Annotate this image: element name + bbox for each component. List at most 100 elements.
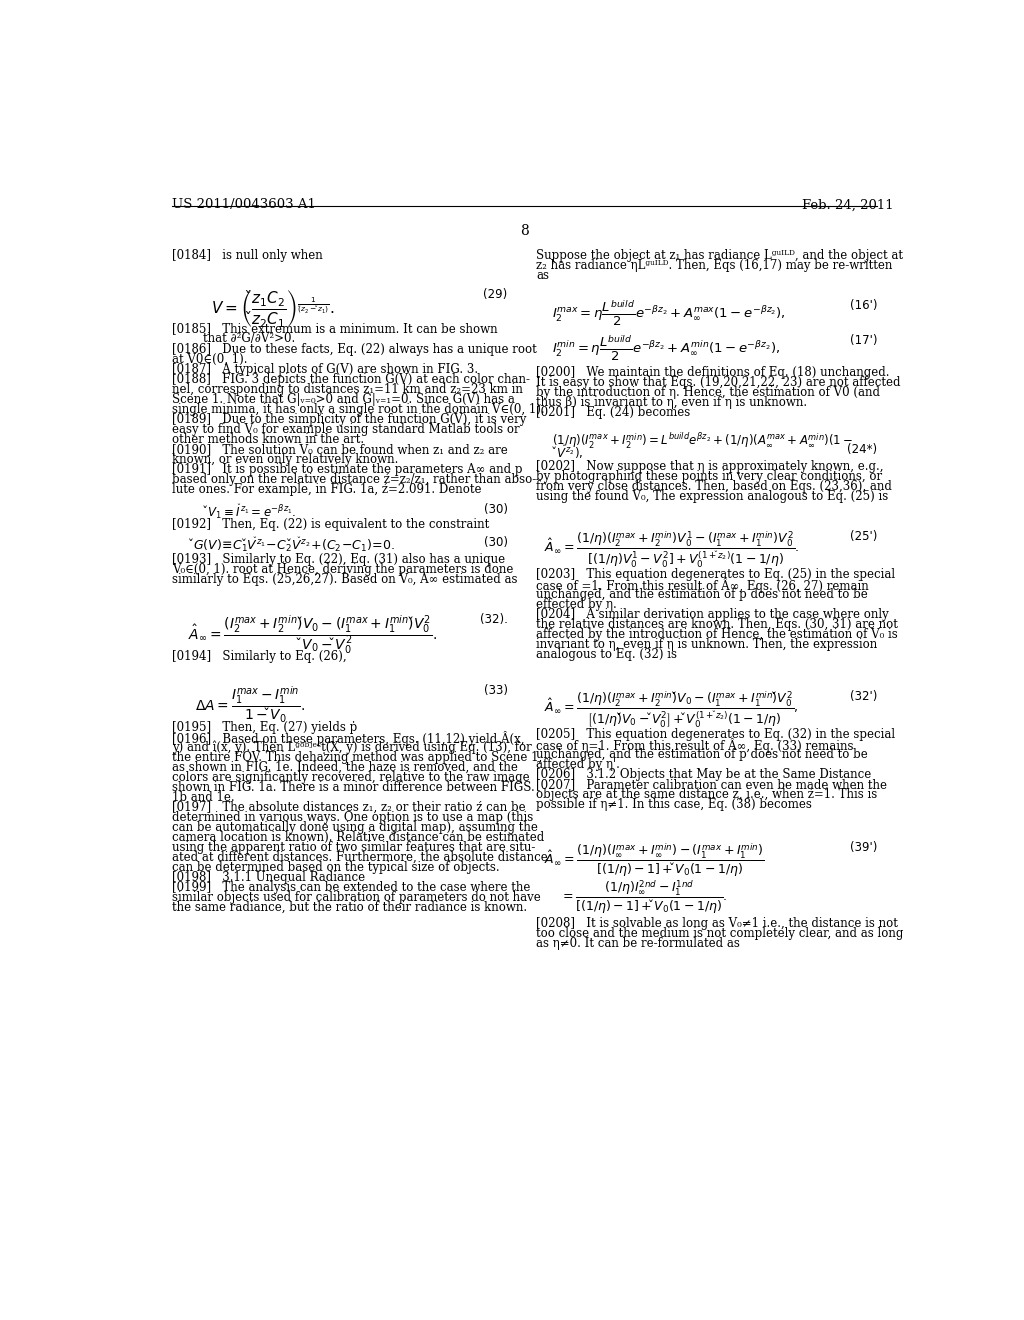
Text: [0199]   The analysis can be extended to the case where the: [0199] The analysis can be extended to t… xyxy=(172,880,530,894)
Text: [0194]   Similarly to Eq. (26),: [0194] Similarly to Eq. (26), xyxy=(172,649,347,663)
Text: case of η=1. From this result of Â∞, Eq. (33) remains: case of η=1. From this result of Â∞, Eq.… xyxy=(537,738,854,754)
Text: $\check{V}_1 \equiv I^{\check{z}_1} = e^{-\beta z_1}.$: $\check{V}_1 \equiv I^{\check{z}_1} = e^… xyxy=(203,503,296,521)
Text: as shown in FIG. 1e. Indeed, the haze is removed, and the: as shown in FIG. 1e. Indeed, the haze is… xyxy=(172,760,518,774)
Text: from very close distances. Then, based on Eqs. (23,36), and: from very close distances. Then, based o… xyxy=(537,480,892,494)
Text: the relative distances are known. Then, Eqs. (30, 31) are not: the relative distances are known. Then, … xyxy=(537,618,898,631)
Text: [0192]   Then, Eq. (22) is equivalent to the constraint: [0192] Then, Eq. (22) is equivalent to t… xyxy=(172,517,489,531)
Text: thus β) is invariant to η, even if η is unknown.: thus β) is invariant to η, even if η is … xyxy=(537,396,808,409)
Text: shown in FIG. 1a. There is a minor difference between FIGS.: shown in FIG. 1a. There is a minor diffe… xyxy=(172,780,535,793)
Text: the entire FOV. This dehazing method was applied to Scene 1,: the entire FOV. This dehazing method was… xyxy=(172,751,543,763)
Text: (17'): (17') xyxy=(850,334,878,347)
Text: affected by the introduction of Hence, the estimation of V₀ is: affected by the introduction of Hence, t… xyxy=(537,628,898,642)
Text: can be determined based on the typical size of objects.: can be determined based on the typical s… xyxy=(172,861,500,874)
Text: [0195]   Then, Eq. (27) yields ṗ: [0195] Then, Eq. (27) yields ṗ xyxy=(172,721,357,734)
Text: that ∂²G/∂V²>0.: that ∂²G/∂V²>0. xyxy=(203,333,296,346)
Text: [0201]   Eq. (24) becomes: [0201] Eq. (24) becomes xyxy=(537,407,690,420)
Text: $\hat{A}_{\infty} = \dfrac{(1/\eta)(I_2^{max}+I_2^{min})\check{V}_0-(I_1^{max}+I: $\hat{A}_{\infty} = \dfrac{(1/\eta)(I_2^… xyxy=(544,689,799,730)
Text: nel, corresponding to distances z₁=11 km and z₂=23 km in: nel, corresponding to distances z₁=11 km… xyxy=(172,383,523,396)
Text: using the found V₀, The expression analogous to Eq. (25) is: using the found V₀, The expression analo… xyxy=(537,490,889,503)
Text: [0184]   is null only when: [0184] is null only when xyxy=(172,249,323,263)
Text: [0206]   3.1.2 Objects that May be at the Same Distance: [0206] 3.1.2 Objects that May be at the … xyxy=(537,768,871,781)
Text: (16'): (16') xyxy=(850,300,878,313)
Text: can be automatically done using a digital map), assuming the: can be automatically done using a digita… xyxy=(172,821,538,834)
Text: Suppose the object at z₁ has radiance Lᶢᵘᴵᴸᴰ, and the object at: Suppose the object at z₁ has radiance Lᶢ… xyxy=(537,249,903,263)
Text: V₀∈(0, 1). root at Hence, deriving the parameters is done: V₀∈(0, 1). root at Hence, deriving the p… xyxy=(172,562,514,576)
Text: (29): (29) xyxy=(483,288,508,301)
Text: (30): (30) xyxy=(483,536,508,549)
Text: [0190]   The solution V₀ can be found when z₁ and z₂ are: [0190] The solution V₀ can be found when… xyxy=(172,444,508,457)
Text: $\hat{A}_{\infty} = \dfrac{(1/\eta)(I_2^{max}+I_2^{min})V_0^1-(I_1^{max}+I_1^{mi: $\hat{A}_{\infty} = \dfrac{(1/\eta)(I_2^… xyxy=(544,529,800,570)
Text: [0185]   This extremum is a minimum. It can be shown: [0185] This extremum is a minimum. It ca… xyxy=(172,322,498,335)
Text: by the introduction of η. Hence, the estimation of V0 (and: by the introduction of η. Hence, the est… xyxy=(537,387,881,400)
Text: Feb. 24, 2011: Feb. 24, 2011 xyxy=(802,198,894,211)
Text: [0203]   This equation degenerates to Eq. (25) in the special: [0203] This equation degenerates to Eq. … xyxy=(537,568,896,581)
Text: by photographing these points in very clear conditions, or: by photographing these points in very cl… xyxy=(537,470,883,483)
Text: $\hat{A}_{\infty} = \dfrac{(I_2^{max}+I_2^{min})\check{V}_0-(I_1^{max}+I_1^{min}: $\hat{A}_{\infty} = \dfrac{(I_2^{max}+I_… xyxy=(187,612,436,656)
Text: effected by η.: effected by η. xyxy=(537,598,617,611)
Text: US 2011/0043603 A1: US 2011/0043603 A1 xyxy=(172,198,316,211)
Text: other methods known in the art.: other methods known in the art. xyxy=(172,433,365,446)
Text: case of =1. From this result of Â∞, Eqs. (26, 27) remain: case of =1. From this result of Â∞, Eqs.… xyxy=(537,578,869,593)
Text: (24*): (24*) xyxy=(847,444,878,457)
Text: too close and the medium is not completely clear, and as long: too close and the medium is not complete… xyxy=(537,927,904,940)
Text: as: as xyxy=(537,269,550,282)
Text: $\Delta A = \dfrac{I_1^{max}-I_1^{min}}{1-\check{V}_0}.$: $\Delta A = \dfrac{I_1^{max}-I_1^{min}}{… xyxy=(196,684,305,725)
Text: [0202]   Now suppose that η is approximately known, e.g.,: [0202] Now suppose that η is approximate… xyxy=(537,461,884,474)
Text: $\check{G}(V)\!\equiv\!C_1\check{V}^{\check{z}_1}\!-\!C_2\check{V}^{\check{z}_2}: $\check{G}(V)\!\equiv\!C_1\check{V}^{\ch… xyxy=(187,536,395,554)
Text: [0200]   We maintain the definitions of Eq. (18) unchanged.: [0200] We maintain the definitions of Eq… xyxy=(537,367,890,379)
Text: [0208]   It is solvable as long as V₀≠1 i.e., the distance is not: [0208] It is solvable as long as V₀≠1 i.… xyxy=(537,917,898,929)
Text: $V = \left(\dfrac{\check{z}_1 C_2}{\check{z}_2 C_1}\right)^{\frac{1}{(\check{z}_: $V = \left(\dfrac{\check{z}_1 C_2}{\chec… xyxy=(211,288,335,329)
Text: (33): (33) xyxy=(483,684,508,697)
Text: $\check{V}^{\check{z}_2}),$: $\check{V}^{\check{z}_2}),$ xyxy=(552,444,584,461)
Text: [0186]   Due to these facts, Eq. (22) always has a unique root: [0186] Due to these facts, Eq. (22) alwa… xyxy=(172,343,537,356)
Text: [0191]   It is possible to estimate the parameters A∞ and p: [0191] It is possible to estimate the pa… xyxy=(172,463,522,477)
Text: easy to find V₀ for example using standard Matlab tools or: easy to find V₀ for example using standa… xyxy=(172,424,520,437)
Text: 8: 8 xyxy=(520,224,529,238)
Text: $I_2^{max} = \eta\dfrac{L^{build}}{2}e^{-\beta z_2}+A_{\infty}^{max}(1-e^{-\beta: $I_2^{max} = \eta\dfrac{L^{build}}{2}e^{… xyxy=(552,300,785,329)
Text: y) and î(x, y). Then Lᶢᵒᵇʲᵉᶜṭ(X, y) is derived using Eq. (13), for: y) and î(x, y). Then Lᶢᵒᵇʲᵉᶜṭ(X, y) is d… xyxy=(172,741,531,754)
Text: $= \dfrac{(1/\eta)I_{\infty}^{2nd}-I_1^{1nd}}{[(1/\eta)-1]+\check{V}_0(1-1/\eta): $= \dfrac{(1/\eta)I_{\infty}^{2nd}-I_1^{… xyxy=(560,878,727,916)
Text: using the apparent ratio of two similar features that are situ-: using the apparent ratio of two similar … xyxy=(172,841,536,854)
Text: similarly to Eqs. (25,26,27). Based on V₀, A∞ estimated as: similarly to Eqs. (25,26,27). Based on V… xyxy=(172,573,518,586)
Text: [0189]   Due to the simplicity of the function G(V), it is very: [0189] Due to the simplicity of the func… xyxy=(172,413,526,426)
Text: similar objects used for calibration of parameters do not have: similar objects used for calibration of … xyxy=(172,891,541,904)
Text: It is easy to show that Eqs. (19,20,21,22, 23) are not affected: It is easy to show that Eqs. (19,20,21,2… xyxy=(537,376,901,389)
Text: (25'): (25') xyxy=(850,529,878,543)
Text: [0187]   A typical plots of G(V) are shown in FIG. 3.: [0187] A typical plots of G(V) are shown… xyxy=(172,363,478,376)
Text: at V0∈(0, 1).: at V0∈(0, 1). xyxy=(172,354,248,366)
Text: [0198]   3.1.1 Unequal Radiance: [0198] 3.1.1 Unequal Radiance xyxy=(172,871,366,883)
Text: affected by η'.: affected by η'. xyxy=(537,758,621,771)
Text: (32).: (32). xyxy=(480,612,508,626)
Text: $I_2^{min} = \eta\dfrac{L^{build}}{2}e^{-\beta z_2}+A_{\infty}^{min}(1-e^{-\beta: $I_2^{min} = \eta\dfrac{L^{build}}{2}e^{… xyxy=(552,334,780,363)
Text: [0204]   A similar derivation applies to the case where only: [0204] A similar derivation applies to t… xyxy=(537,609,889,622)
Text: (32'): (32') xyxy=(850,689,878,702)
Text: objects are at the same distance z, i.e., when ź=1. This is: objects are at the same distance z, i.e.… xyxy=(537,788,878,801)
Text: based only on the relative distance ź=z₂/z₁, rather than abso-: based only on the relative distance ź=z₂… xyxy=(172,474,537,486)
Text: known, or even only relatively known.: known, or even only relatively known. xyxy=(172,453,398,466)
Text: unchanged, and the estimation of p does not need to be: unchanged, and the estimation of p does … xyxy=(537,589,868,601)
Text: $\hat{A}_{\infty} = \dfrac{(1/\eta)(I_{\infty}^{max}+I_{\infty}^{min})-(I_1^{max: $\hat{A}_{\infty} = \dfrac{(1/\eta)(I_{\… xyxy=(544,841,765,879)
Text: determined in various ways. One option is to use a map (this: determined in various ways. One option i… xyxy=(172,810,534,824)
Text: camera location is known). Relative distance can be estimated: camera location is known). Relative dist… xyxy=(172,830,545,843)
Text: colors are significantly recovered, relative to the raw image: colors are significantly recovered, rela… xyxy=(172,771,529,784)
Text: the same radiance, but the ratio of their radiance is known.: the same radiance, but the ratio of thei… xyxy=(172,900,527,913)
Text: [0196]   Based on these parameters, Eqs. (11,12) yield Â(x,: [0196] Based on these parameters, Eqs. (… xyxy=(172,730,524,746)
Text: unchanged, and the estimation of p does not need to be: unchanged, and the estimation of p does … xyxy=(537,748,868,762)
Text: possible if η≠1. In this case, Eq. (38) becomes: possible if η≠1. In this case, Eq. (38) … xyxy=(537,799,812,812)
Text: Scene 1. Note that G|ᵥ₌₀>0 and G|ᵥ₌₁=0. Since G(V) has a: Scene 1. Note that G|ᵥ₌₀>0 and G|ᵥ₌₁=0. … xyxy=(172,393,515,407)
Text: z₂ has radiance ηLᶢᵘᴵᴸᴰ. Then, Eqs (16,17) may be re-written: z₂ has radiance ηLᶢᵘᴵᴸᴰ. Then, Eqs (16,1… xyxy=(537,259,893,272)
Text: single minima, it has only a single root in the domain V∈(0, 1).: single minima, it has only a single root… xyxy=(172,404,545,416)
Text: as η≠0. It can be re-formulated as: as η≠0. It can be re-formulated as xyxy=(537,937,740,950)
Text: [0205]   This equation degenerates to Eq. (32) in the special: [0205] This equation degenerates to Eq. … xyxy=(537,729,896,742)
Text: [0207]   Parameter calibration can even be made when the: [0207] Parameter calibration can even be… xyxy=(537,779,888,791)
Text: analogous to Eq. (32) is: analogous to Eq. (32) is xyxy=(537,648,678,661)
Text: lute ones. For example, in FIG. 1a, ź=2.091. Denote: lute ones. For example, in FIG. 1a, ź=2.… xyxy=(172,483,481,496)
Text: ated at different distances. Furthermore, the absolute distance: ated at different distances. Furthermore… xyxy=(172,850,548,863)
Text: (39'): (39') xyxy=(850,841,878,854)
Text: [0188]   FIG. 3 depicts the function G(V) at each color chan-: [0188] FIG. 3 depicts the function G(V) … xyxy=(172,374,530,387)
Text: $(1/\eta)(I_2^{max}+I_2^{min})=L^{build}e^{\beta z_2}+(1/\eta)(A_\infty^{max}+A_: $(1/\eta)(I_2^{max}+I_2^{min})=L^{build}… xyxy=(552,432,853,451)
Text: (30): (30) xyxy=(483,503,508,516)
Text: [0193]   Similarly to Eq. (22), Eq. (31) also has a unique: [0193] Similarly to Eq. (22), Eq. (31) a… xyxy=(172,553,505,566)
Text: 1b and 1e.: 1b and 1e. xyxy=(172,791,234,804)
Text: [0197]   The absolute distances z₁, z₂ or their ratio ź can be: [0197] The absolute distances z₁, z₂ or … xyxy=(172,800,525,813)
